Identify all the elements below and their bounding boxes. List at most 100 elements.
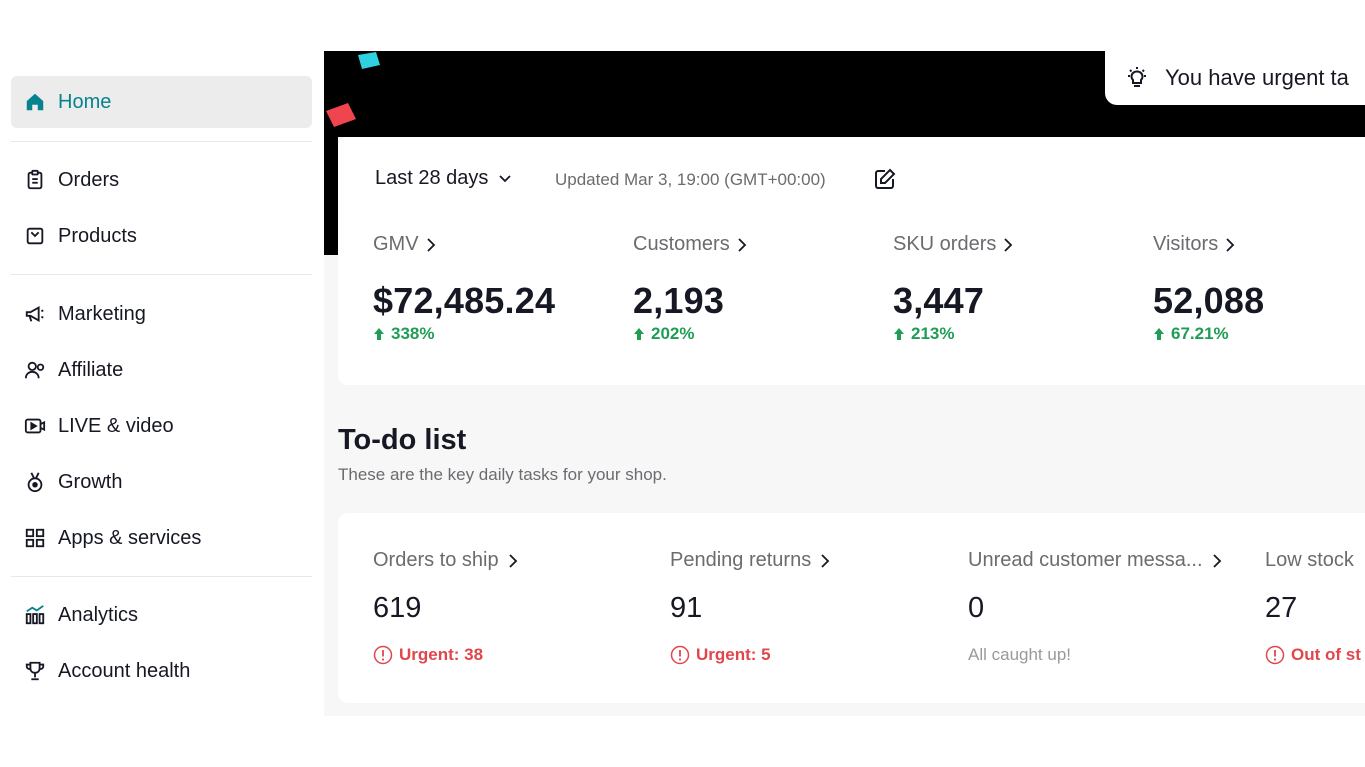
sidebar-item-label: Products <box>58 224 137 247</box>
task-count: 91 <box>670 592 703 624</box>
sidebar-item-label: Home <box>58 90 112 113</box>
trophy-icon <box>23 659 47 683</box>
todo-subtitle: These are the key daily tasks for your s… <box>338 465 667 484</box>
clipboard-icon <box>23 168 47 192</box>
chevron-right-icon <box>738 237 746 252</box>
sidebar-item-label: LIVE & video <box>58 414 174 437</box>
metric-value: $72,485.24 <box>373 280 556 321</box>
sidebar-item-live-video[interactable]: LIVE & video <box>11 400 312 452</box>
sidebar-item-label: Analytics <box>58 603 139 626</box>
metric-change-value: 338% <box>391 324 435 343</box>
task-label-row: Pending returns <box>670 549 960 572</box>
megaphone-icon <box>23 302 47 326</box>
chevron-right-icon <box>426 237 435 252</box>
todo-card: Orders to ship 619 Urgent: 38 Pending re… <box>338 513 1365 703</box>
metric-change: 338% <box>373 324 613 344</box>
task-label: Unread customer messa... <box>968 549 1203 571</box>
metric-customers[interactable]: Customers 2,193 202% <box>633 233 873 344</box>
home-icon <box>23 90 47 114</box>
task-status-text: Urgent: 38 <box>399 645 484 664</box>
people-icon <box>23 358 47 382</box>
medal-icon <box>23 470 47 494</box>
sidebar-item-growth[interactable]: Growth <box>11 456 312 508</box>
task-status: Out of st <box>1265 645 1365 665</box>
metric-label-row: GMV <box>373 233 613 256</box>
metric-change-value: 202% <box>651 324 695 343</box>
task-low-stock[interactable]: Low stock 27 Out of st <box>1265 549 1365 665</box>
confetti-decoration <box>326 103 356 127</box>
urgent-tasks-text: You have urgent ta <box>1165 65 1349 90</box>
sidebar-item-label: Affiliate <box>58 358 124 381</box>
task-pending-returns[interactable]: Pending returns 91 Urgent: 5 <box>670 549 960 665</box>
lightbulb-icon <box>1125 66 1149 90</box>
sidebar-divider <box>11 576 312 577</box>
task-label-row: Unread customer messa... <box>968 549 1258 572</box>
sidebar-item-home[interactable]: Home <box>11 76 312 128</box>
video-icon <box>23 414 47 438</box>
chevron-right-icon <box>1004 237 1013 252</box>
task-unread-messages[interactable]: Unread customer messa... 0 All caught up… <box>968 549 1258 665</box>
performance-stats-card: Last 28 days Updated Mar 3, 19:00 (GMT+0… <box>338 137 1365 385</box>
task-label: Pending returns <box>670 549 812 571</box>
metric-sku-orders[interactable]: SKU orders 3,447 213% <box>893 233 1133 344</box>
warning-icon <box>670 645 690 665</box>
task-orders-to-ship[interactable]: Orders to ship 619 Urgent: 38 <box>373 549 663 665</box>
sidebar-item-account-health[interactable]: Account health <box>11 645 312 697</box>
metric-value: 3,447 <box>893 280 985 321</box>
metric-label: GMV <box>373 233 419 255</box>
metric-label-row: Customers <box>633 233 873 256</box>
sidebar-item-products[interactable]: Products <box>11 210 312 262</box>
sidebar-item-marketing[interactable]: Marketing <box>11 288 312 340</box>
bar-chart-icon <box>23 603 47 627</box>
main-content: You have urgent ta Last 28 days Updated … <box>324 51 1365 716</box>
sidebar: Home Orders Products Marketing Affiliate… <box>0 51 324 716</box>
metric-change: 213% <box>893 324 1133 344</box>
sidebar-item-label: Growth <box>58 470 123 493</box>
sidebar-item-label: Account health <box>58 659 191 682</box>
metric-change: 202% <box>633 324 873 344</box>
warning-icon <box>373 645 393 665</box>
task-status-text: Urgent: 5 <box>696 645 771 664</box>
sidebar-item-label: Orders <box>58 168 120 191</box>
apps-grid-icon <box>23 526 47 550</box>
metric-label: Customers <box>633 233 730 255</box>
edit-icon[interactable] <box>873 167 897 191</box>
arrow-up-icon <box>894 328 904 340</box>
task-label: Orders to ship <box>373 549 499 571</box>
warning-icon <box>1265 645 1285 665</box>
arrow-up-icon <box>1154 328 1164 340</box>
period-label: Last 28 days <box>375 167 489 189</box>
metric-label-row: SKU orders <box>893 233 1133 256</box>
chevron-right-icon <box>821 553 830 568</box>
hero-banner-edge <box>324 137 338 255</box>
metric-change-value: 67.21% <box>1171 324 1229 343</box>
chevron-right-icon <box>508 553 517 568</box>
metric-gmv[interactable]: GMV $72,485.24 338% <box>373 233 613 344</box>
arrow-up-icon <box>374 328 384 340</box>
chevron-right-icon <box>1226 237 1235 252</box>
urgent-tasks-notice[interactable]: You have urgent ta <box>1105 51 1365 105</box>
sidebar-item-orders[interactable]: Orders <box>11 154 312 206</box>
sidebar-item-analytics[interactable]: Analytics <box>11 589 312 641</box>
task-label-row: Low stock <box>1265 549 1365 572</box>
task-status: Urgent: 38 <box>373 645 663 665</box>
arrow-up-icon <box>634 328 644 340</box>
sidebar-divider <box>11 141 312 142</box>
task-status-text: All caught up! <box>968 645 1072 664</box>
metric-visitors[interactable]: Visitors 52,088 67.21% <box>1153 233 1365 344</box>
metric-value: 52,088 <box>1153 280 1265 321</box>
confetti-decoration <box>358 52 380 69</box>
task-count: 619 <box>373 592 422 624</box>
sidebar-item-affiliate[interactable]: Affiliate <box>11 344 312 396</box>
sidebar-item-apps-services[interactable]: Apps & services <box>11 512 312 564</box>
period-selector[interactable]: Last 28 days <box>375 167 512 190</box>
metric-change-value: 213% <box>911 324 955 343</box>
todo-title: To-do list <box>338 424 467 456</box>
task-count: 27 <box>1265 592 1298 624</box>
task-status: All caught up! <box>968 645 1258 665</box>
task-status-text: Out of st <box>1291 645 1361 664</box>
metric-change: 67.21% <box>1153 324 1365 344</box>
metric-label-row: Visitors <box>1153 233 1365 256</box>
metric-label: SKU orders <box>893 233 997 255</box>
sidebar-divider <box>11 274 312 275</box>
